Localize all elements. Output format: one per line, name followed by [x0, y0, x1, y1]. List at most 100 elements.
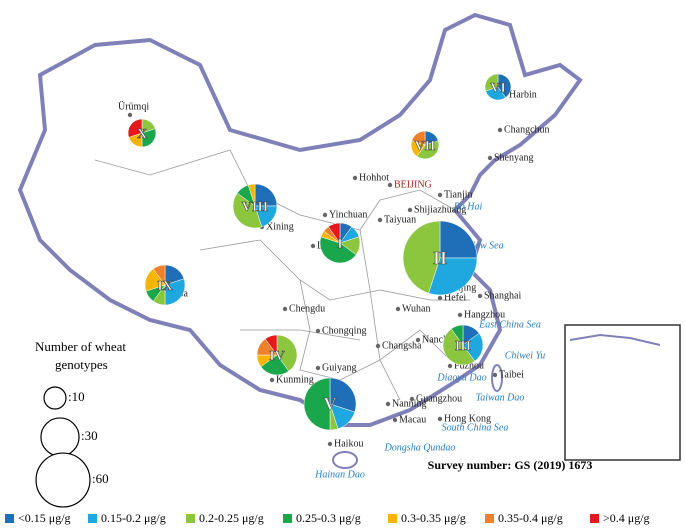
pie [484, 73, 512, 101]
city-dot [282, 306, 288, 312]
legend-label: <0.15 μg/g [18, 511, 71, 525]
city-label: Ürümqi [118, 100, 149, 112]
pie [256, 334, 298, 376]
size-legend-title: Number of wheat genotypes [35, 339, 126, 372]
city-label: Xining [266, 221, 294, 232]
city-label: Tianjin [444, 189, 473, 200]
city-dot [310, 243, 316, 249]
pie [442, 324, 484, 366]
city-dot [387, 182, 393, 188]
pie-slice [428, 257, 478, 296]
city-label: Taiyuan [384, 214, 416, 225]
city-dot [437, 295, 443, 301]
size-legend-circle [40, 417, 80, 457]
city-dot [392, 417, 398, 423]
pie-slice [152, 264, 166, 286]
sea-label: Dongsha Qundao [384, 442, 456, 453]
pie-slice [329, 377, 357, 413]
city-label: Guiyang [322, 362, 356, 373]
city-dot [437, 416, 443, 422]
legend-swatch [590, 514, 599, 523]
city-label: BEIJING [394, 179, 432, 190]
city-label: Yinchuan [329, 209, 367, 220]
pie-slice [411, 130, 426, 146]
legend-swatch [5, 514, 14, 523]
pie-slice [442, 328, 476, 366]
city-label: Changchun [504, 124, 550, 135]
pie [319, 222, 361, 264]
city-dot [269, 377, 275, 383]
city-dot [395, 306, 401, 312]
pie [127, 118, 157, 148]
city-dot [409, 396, 415, 402]
city-label: Hangzhou [464, 309, 505, 320]
city-label: Fuzhou [454, 360, 484, 371]
city-dot [492, 372, 498, 378]
pie-slice [276, 334, 298, 372]
city-label: Shenyang [494, 152, 533, 163]
region-label: I [337, 237, 342, 252]
pie-slice [439, 220, 478, 259]
region-label: VI [490, 81, 506, 96]
pie-slice [247, 183, 256, 207]
survey-number: Survey number: GS (2019) 1673 [428, 458, 593, 472]
city-label: Nanch [422, 334, 448, 345]
city-label: Macau [399, 414, 426, 425]
city-dot [127, 112, 133, 118]
city-label: Taibei [499, 369, 524, 380]
pie-slice [260, 354, 290, 376]
city-dot [477, 293, 483, 299]
city-dot [457, 312, 463, 318]
city-label: Hefei [444, 292, 466, 303]
pie [144, 264, 186, 306]
city-label: Haikou [334, 438, 363, 449]
city-dot [437, 192, 443, 198]
city-label: Hong Kong [444, 413, 491, 424]
legend-swatch [283, 514, 292, 523]
pie [232, 183, 278, 229]
city-label: Changsha [382, 340, 422, 351]
city-dot [322, 212, 328, 218]
pie-slice [319, 236, 357, 264]
region-label: V [324, 394, 337, 414]
region-label: X [137, 127, 147, 142]
pie-slice [264, 334, 278, 356]
map-outline [17, 12, 681, 469]
pie [303, 377, 357, 431]
city-label: Harbin [509, 89, 537, 100]
region-label: IX [157, 279, 173, 294]
legend-label: 0.2-0.25 μg/g [199, 511, 264, 525]
city-label: Shijiazhuang [414, 204, 466, 215]
pie-slice [254, 183, 278, 207]
city-dot [447, 363, 453, 369]
legend-swatch [186, 514, 195, 523]
sea-label: Chiwei Yu [505, 350, 545, 361]
pie-slice [462, 332, 484, 362]
pie-slice [141, 128, 157, 148]
legend-label: >0.4 μg/g [603, 511, 650, 525]
pie-slice [402, 220, 441, 294]
city-dot [352, 175, 358, 181]
region-label: III [455, 339, 471, 354]
size-legend-label: :60 [92, 471, 109, 486]
city-label: Wuhan [402, 303, 430, 314]
pie [410, 130, 440, 160]
pie-slice [327, 222, 341, 244]
legend-label: 0.35-0.4 μg/g [498, 511, 563, 525]
size-legend-label: :30 [81, 428, 98, 443]
region-label: VIII [242, 200, 268, 215]
city-label: Kunming [276, 374, 314, 385]
region-label: II [433, 248, 447, 268]
sea-label: Yellow Sea [460, 240, 503, 251]
city-dot [315, 365, 321, 371]
pie-slice [416, 140, 440, 160]
region-label: IV [269, 349, 285, 364]
city-dot [315, 328, 321, 334]
size-legend-circle [35, 452, 91, 508]
city-dot [407, 207, 413, 213]
pie-slice [127, 118, 143, 138]
city-label: Chongqing [322, 325, 366, 336]
legend-swatch [88, 514, 97, 523]
pie-slice [303, 377, 331, 431]
